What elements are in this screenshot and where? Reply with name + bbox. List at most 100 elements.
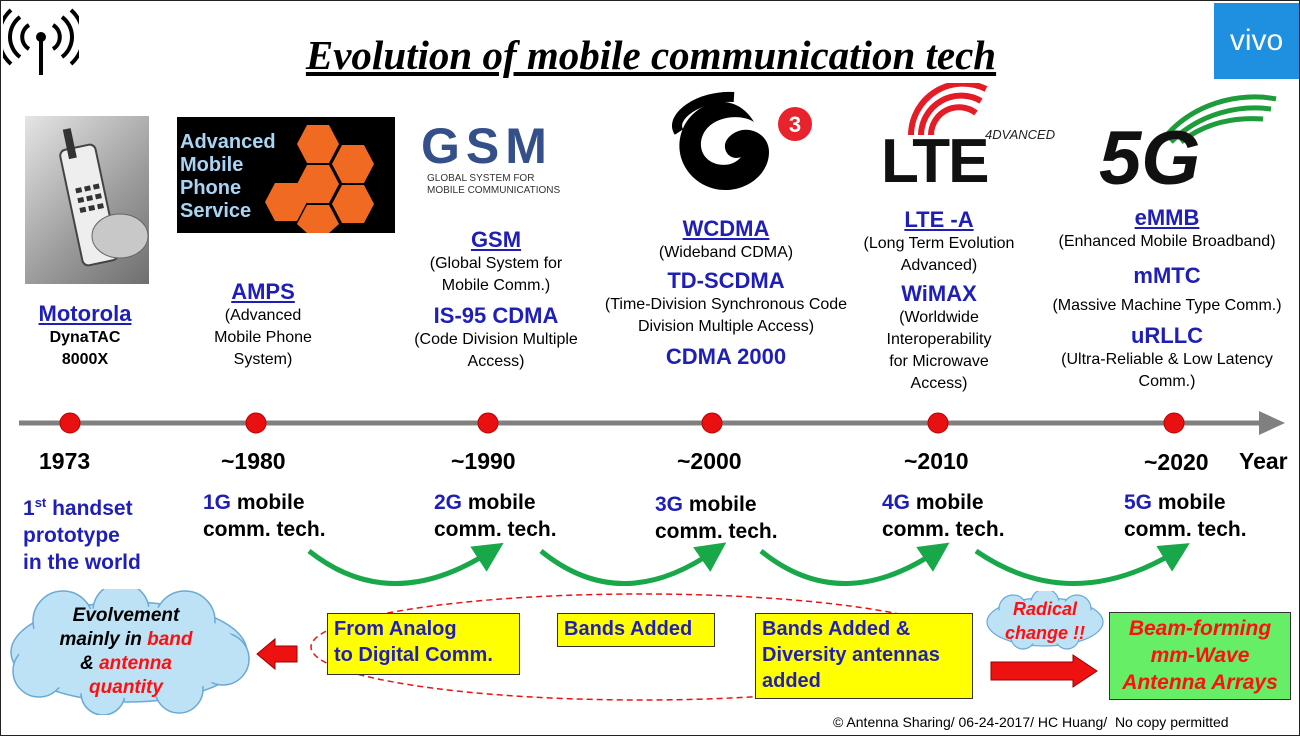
diversity-line-1: Bands Added & — [762, 618, 911, 640]
gen-5g-rest: mobile — [1157, 491, 1226, 514]
era-2000-desc: WCDMA (Wideband CDMA) TD-SCDMA (Time-Div… — [589, 216, 863, 370]
gen-4g-line2: comm. tech. — [882, 518, 1005, 541]
milestone-dot-1973 — [59, 412, 81, 434]
cloud-right-line-2: change !! — [1004, 623, 1085, 643]
is95-heading: IS-95 CDMA — [433, 303, 559, 328]
emmb-link[interactable]: eMMB — [1134, 205, 1200, 230]
first-handset-line-3: in the world — [23, 551, 141, 574]
timeline — [19, 411, 1285, 435]
gsm-logo-text: GSM — [421, 118, 553, 174]
year-2010: ~2010 — [904, 448, 969, 474]
model-line-2: 8000X — [61, 351, 109, 368]
milestone-dot-2020 — [1163, 412, 1185, 434]
gsm-link[interactable]: GSM — [470, 227, 522, 252]
cloud-left-line-1: Evolvement — [72, 605, 180, 626]
vivo-logo: vivo — [1214, 3, 1299, 79]
mmtc-heading: mMTC — [1133, 263, 1201, 288]
gsm-desc-2: Mobile Comm.) — [441, 277, 551, 294]
lte-desc-2: Advanced) — [900, 257, 978, 274]
transition-arrow-4g-5g — [974, 543, 1190, 586]
year-1973: 1973 — [39, 448, 91, 474]
first-handset-line-1: 1st handset — [23, 489, 141, 522]
amps-logo-text: Advanced Mobile Phone Service — [180, 131, 276, 222]
gen-1g-rest: mobile — [236, 491, 305, 514]
first-handset-text: 1st handset prototype in the world — [23, 489, 141, 576]
copyright-text: © Antenna Sharing/ 06-24-2017/ HC Huang/… — [833, 714, 1229, 730]
is95-desc-2: Access) — [467, 353, 525, 370]
left-cloud-text: Evolvement mainly in band & antenna quan… — [31, 604, 221, 700]
wcdma-link[interactable]: WCDMA — [682, 216, 770, 241]
right-cloud-shape — [986, 591, 1104, 650]
five-g-logo: 5G — [1091, 87, 1281, 202]
motorola-phone-image — [25, 116, 149, 284]
gen-3g-label: 3G — [655, 493, 684, 516]
is95-desc-1: (Code Division Multiple — [414, 331, 578, 348]
era-2010-desc: LTE -A (Long Term Evolution Advanced) Wi… — [847, 207, 1031, 395]
page-title: Evolution of mobile communication tech — [305, 32, 997, 78]
model-line-1: DynaTAC — [49, 329, 121, 346]
milestone-dot-2010 — [927, 412, 949, 434]
amps-desc-1: (Advanced — [224, 307, 302, 324]
beam-forming-box: Beam-forming mm-Wave Antenna Arrays — [1109, 612, 1291, 700]
cloud-left-antenna: antenna — [99, 653, 172, 674]
first-handset-line-2: prototype — [23, 524, 120, 547]
first-handset-word: handset — [52, 497, 133, 520]
year-1980: ~1980 — [221, 448, 286, 474]
wcdma-desc: (Wideband CDMA) — [658, 244, 794, 261]
gsm-logo-subtext: GLOBAL SYSTEM FOR MOBILE COMMUNICATIONS — [427, 173, 561, 196]
lte-logo-text: LTE — [881, 127, 989, 196]
bands-added-box: Bands Added — [557, 613, 715, 647]
left-red-arrow-icon — [256, 637, 298, 671]
tdscdma-desc-1: (Time-Division Synchronous Code — [604, 296, 848, 313]
year-2020: ~2020 — [1144, 449, 1209, 475]
year-1990: ~1990 — [451, 448, 516, 474]
five-g-logo-text: 5G — [1099, 116, 1201, 201]
motorola-link[interactable]: Motorola — [38, 301, 132, 326]
timeline-arrowhead — [1259, 411, 1285, 435]
diversity-line-2: Diversity antennas — [762, 644, 940, 666]
gen-1g: 1G mobile comm. tech. — [203, 489, 326, 543]
amps-desc-3: System) — [233, 351, 293, 368]
urllc-desc-1: (Ultra-Reliable & Low Latency — [1061, 351, 1273, 368]
gsm-desc-1: (Global System for — [429, 255, 563, 272]
lte-logo: LTE 4DVANCED — [881, 83, 1055, 198]
urllc-heading: uRLLC — [1130, 323, 1204, 348]
right-red-arrow-icon — [990, 654, 1098, 688]
emmb-desc: (Enhanced Mobile Broadband) — [1058, 233, 1276, 250]
analog-line-2: to Digital Comm. — [334, 644, 493, 666]
svg-text:3: 3 — [789, 112, 801, 137]
gsm-logo: GSM GLOBAL SYSTEM FOR MOBILE COMMUNICATI… — [421, 119, 581, 209]
lte-a-link[interactable]: LTE -A — [904, 207, 974, 232]
transition-arrow-2g-3g — [539, 542, 727, 586]
wimax-desc-3: for Microwave — [889, 353, 989, 370]
wimax-desc-2: Interoperability — [886, 331, 992, 348]
urllc-desc-2: Comm.) — [1138, 373, 1196, 390]
era-1990-desc: GSM (Global System for Mobile Comm.) IS-… — [391, 227, 601, 373]
year-axis-label: Year — [1239, 448, 1288, 474]
first-handset-prefix: 1 — [23, 497, 35, 520]
gen-2g-line2: comm. tech. — [434, 518, 557, 541]
gen-5g-label: 5G — [1124, 491, 1153, 514]
gen-1g-label: 1G — [203, 491, 232, 514]
milestone-dot-2000 — [701, 412, 723, 434]
gen-2g-rest: mobile — [467, 491, 536, 514]
transition-arrow-3g-4g — [759, 542, 950, 586]
lte-desc-1: (Long Term Evolution — [863, 235, 1015, 252]
cdma2000-heading: CDMA 2000 — [665, 344, 787, 369]
amps-desc-2: Mobile Phone — [214, 329, 312, 346]
lte-advanced-text: 4DVANCED — [985, 127, 1056, 142]
transition-arrow-1g-2g — [307, 542, 504, 586]
phone-illustration — [59, 128, 149, 267]
gen-3g-rest: mobile — [688, 493, 757, 516]
milestone-dot-1990 — [477, 412, 499, 434]
hexagon-pattern — [265, 125, 374, 233]
mmtc-desc: (Massive Machine Type Comm.) — [1052, 297, 1282, 314]
signal-arcs-icon — [908, 83, 988, 136]
left-cloud-shape — [10, 589, 250, 715]
era-1973-desc: Motorola DynaTAC 8000X — [15, 301, 155, 371]
amps-link[interactable]: AMPS — [231, 279, 295, 304]
wimax-desc-4: Access) — [910, 375, 968, 392]
era-1980-desc: AMPS (Advanced Mobile Phone System) — [183, 279, 343, 371]
three-g-logo: 3 — [672, 91, 812, 191]
